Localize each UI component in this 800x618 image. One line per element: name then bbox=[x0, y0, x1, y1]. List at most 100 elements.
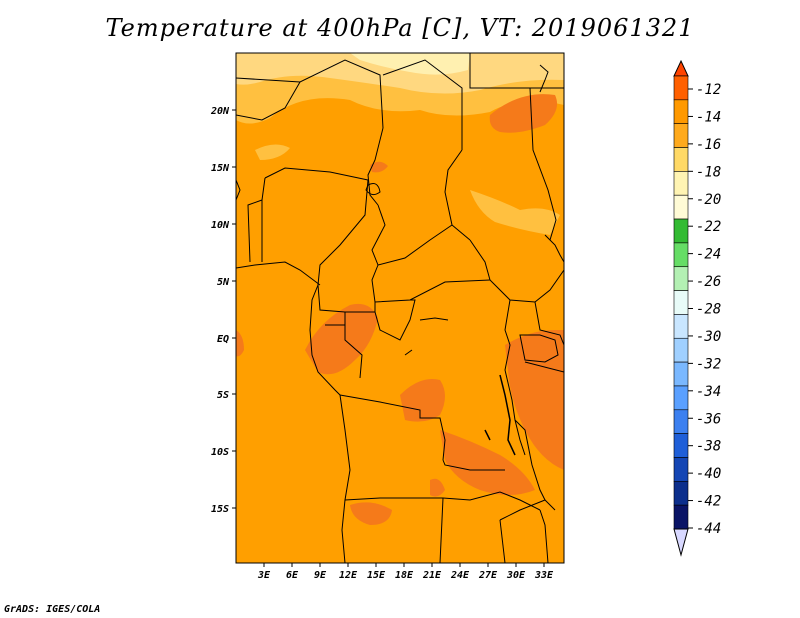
map-frame bbox=[235, 52, 565, 564]
colorbar-label: -24 bbox=[696, 247, 721, 263]
colorbar-box-13 bbox=[673, 385, 689, 411]
colorbar-box-18 bbox=[673, 504, 689, 530]
field-warm-patch-7 bbox=[236, 330, 244, 357]
border-zimbabwe bbox=[499, 499, 556, 521]
colorbar-bottom-arrow bbox=[673, 528, 689, 557]
field-warm-patch-3 bbox=[305, 303, 378, 375]
lon-tick-24e: 24E bbox=[450, 570, 470, 581]
border-angola-east bbox=[442, 459, 505, 471]
border-angola-north bbox=[339, 394, 446, 461]
colorbar-box-12 bbox=[673, 361, 689, 387]
colorbar-label: -16 bbox=[696, 137, 721, 153]
lake-chad bbox=[365, 183, 381, 196]
temperature-field bbox=[236, 53, 564, 563]
field-warm-patch-5 bbox=[440, 430, 535, 495]
field-warm-patch-4 bbox=[400, 379, 445, 422]
lake-mweru bbox=[484, 429, 491, 441]
border-libya-chad bbox=[382, 59, 463, 150]
colorbar-box-8 bbox=[673, 266, 689, 291]
border-namibia-botswana bbox=[439, 497, 444, 563]
field-warm-patch-2 bbox=[370, 161, 388, 173]
lon-tick-3e: 3E bbox=[257, 570, 271, 581]
border-sudan-ethiopia bbox=[529, 87, 557, 241]
colorbar-box-2 bbox=[673, 123, 689, 148]
river-congo-1 bbox=[419, 317, 449, 321]
lon-tick-27e: 27E bbox=[478, 570, 498, 581]
colorbar-label: -26 bbox=[696, 274, 721, 290]
border-car-south bbox=[371, 264, 491, 303]
border-car-north bbox=[377, 224, 453, 266]
field-warm-patch-1 bbox=[489, 94, 558, 133]
colorbar-label: -12 bbox=[696, 82, 721, 98]
border-cameroon-chad bbox=[371, 204, 386, 266]
colorbar-box-0 bbox=[673, 75, 689, 101]
colorbar-box-15 bbox=[673, 433, 689, 458]
coastline-west-sahara bbox=[236, 179, 241, 201]
colorbar-boxes bbox=[673, 75, 689, 530]
border-benin bbox=[247, 199, 263, 263]
colorbar-label: -40 bbox=[696, 466, 721, 482]
colorbar-labels: -12 -14 -16 -18 -20 -22 -24 -26 -28 -30 -32 -34 -36 -… bbox=[688, 82, 721, 537]
lat-tick-5s: 5S bbox=[217, 390, 229, 401]
colorbar-label: -32 bbox=[696, 356, 721, 372]
colorbar-box-14 bbox=[673, 409, 689, 434]
lat-tick-10s: 10S bbox=[211, 447, 229, 458]
colorbar-box-17 bbox=[673, 481, 689, 506]
border-botswana-east bbox=[499, 519, 506, 563]
lon-tick-6e: 6E bbox=[286, 570, 299, 581]
field-light-patch-1 bbox=[470, 190, 560, 235]
border-gabon-congo bbox=[344, 325, 363, 379]
lat-tick-eq: EQ bbox=[217, 334, 229, 345]
colorbar-label: -44 bbox=[696, 521, 721, 537]
colorbar-box-5 bbox=[673, 194, 689, 220]
lat-axis: 20N 15N 10N 5N EQ 5S 10S 15S bbox=[210, 106, 236, 515]
colorbar-label: -42 bbox=[696, 494, 721, 510]
colorbar-box-11 bbox=[673, 337, 689, 363]
colorbar-label: -38 bbox=[696, 439, 721, 455]
colorbar: -12 -14 -16 -18 -20 -22 -24 -26 -28 -30 -32 -34 -36 -… bbox=[673, 59, 721, 557]
border-lake-victoria bbox=[519, 334, 559, 363]
colorbar-box-9 bbox=[673, 290, 689, 315]
colorbar-label: -34 bbox=[696, 384, 721, 400]
lon-tick-9e: 9E bbox=[314, 570, 327, 581]
lon-tick-12e: 12E bbox=[339, 570, 358, 581]
coastline-angola bbox=[339, 394, 351, 563]
field-warm-patch-6 bbox=[505, 330, 564, 470]
lat-tick-20n: 20N bbox=[210, 106, 230, 117]
lake-tanganyika bbox=[499, 374, 516, 456]
credit-text: GrADS: IGES/COLA bbox=[4, 604, 101, 615]
border-mali-niger bbox=[236, 81, 301, 121]
field-lightest-band bbox=[350, 53, 470, 75]
border-zambia-south bbox=[442, 491, 541, 511]
coastline-red-sea bbox=[539, 64, 549, 93]
border-niger-chad bbox=[367, 127, 384, 206]
field-lighter-band bbox=[236, 53, 564, 94]
colorbar-box-4 bbox=[673, 171, 689, 196]
field-light-patch-2 bbox=[255, 144, 290, 160]
map-title: Temperature at 400hPa [C], VT: 201906132… bbox=[105, 14, 695, 42]
colorbar-box-3 bbox=[673, 147, 689, 172]
country-borders bbox=[236, 53, 564, 563]
colorbar-box-1 bbox=[673, 99, 689, 124]
border-malawi bbox=[514, 419, 546, 501]
colorbar-box-16 bbox=[673, 457, 689, 482]
coastline-east-africa bbox=[544, 234, 564, 263]
lon-tick-33e: 33E bbox=[534, 570, 554, 581]
border-chad-sudan bbox=[444, 149, 471, 241]
colorbar-label: -18 bbox=[696, 164, 721, 180]
colorbar-label: -36 bbox=[696, 411, 721, 427]
lat-tick-5n: 5N bbox=[217, 277, 230, 288]
lat-tick-15s: 15S bbox=[211, 504, 229, 515]
border-uganda-kenya bbox=[534, 301, 564, 346]
lat-tick-15n: 15N bbox=[211, 163, 230, 174]
lat-tick-10n: 10N bbox=[211, 220, 230, 231]
colorbar-label: -22 bbox=[696, 219, 721, 235]
border-drc-east bbox=[504, 299, 526, 456]
lon-tick-21e: 21E bbox=[422, 570, 442, 581]
colorbar-label: -30 bbox=[696, 329, 721, 345]
coastline-gulf-of-guinea bbox=[309, 284, 341, 396]
colorbar-box-6 bbox=[673, 218, 689, 244]
border-niger-nigeria bbox=[264, 167, 369, 181]
border-angola-namibia bbox=[344, 497, 443, 501]
